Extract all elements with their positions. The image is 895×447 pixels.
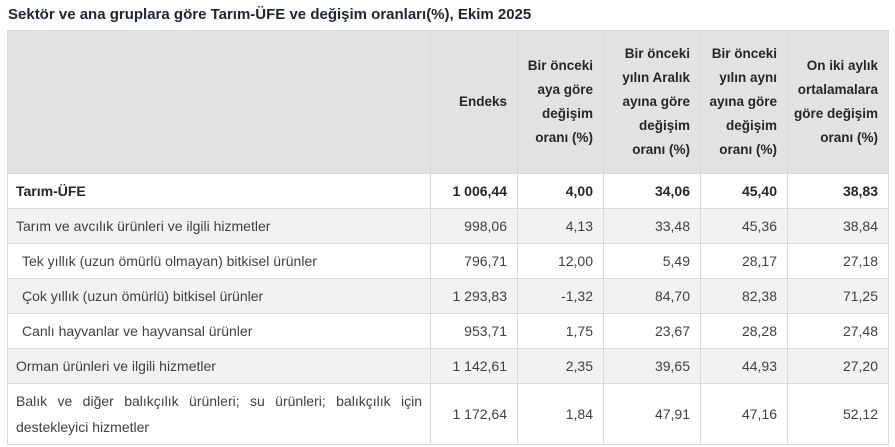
- row-label: Tarım ve avcılık ürünleri ve ilgili hizm…: [7, 208, 431, 244]
- row-label: Tek yıllık (uzun ömürlü olmayan) bitkise…: [7, 243, 431, 279]
- cell-value: 4,00: [517, 173, 604, 209]
- cell-value: 1,84: [517, 383, 604, 445]
- cell-value: 1 006,44: [430, 173, 518, 209]
- cell-value: 28,28: [700, 313, 788, 349]
- cell-value: 52,12: [787, 383, 889, 445]
- table-row: Canlı hayvanlar ve hayvansal ürünler 953,…: [7, 313, 889, 349]
- table-row: Çok yıllık (uzun ömürlü) bitkisel ürünle…: [7, 278, 889, 314]
- cell-value: 1 142,61: [430, 348, 518, 384]
- table-row: Tek yıllık (uzun ömürlü olmayan) bitkise…: [7, 243, 889, 279]
- row-label: Balık ve diğer balıkçılık ürünleri; su ü…: [7, 383, 431, 445]
- column-header-yearly-change: Bir önceki yılın aynı ayına göre değişim…: [700, 30, 788, 174]
- table-header: Endeks Bir önceki aya göre değişim oranı…: [7, 30, 889, 174]
- cell-value: 5,49: [603, 243, 701, 279]
- table-row: Balık ve diğer balıkçılık ürünleri; su ü…: [7, 383, 889, 445]
- cell-value: 44,93: [700, 348, 788, 384]
- cell-value: 27,18: [787, 243, 889, 279]
- cell-value: 1,75: [517, 313, 604, 349]
- column-header-empty: [7, 30, 431, 174]
- row-label: Canlı hayvanlar ve hayvansal ürünler: [7, 313, 431, 349]
- column-header-since-december-change: Bir önceki yılın Aralık ayına göre değiş…: [603, 30, 701, 174]
- table-row: Orman ürünleri ve ilgili hizmetler 1 142,…: [7, 348, 889, 384]
- cell-value: 953,71: [430, 313, 518, 349]
- cell-value: 38,84: [787, 208, 889, 244]
- cell-value: 23,67: [603, 313, 701, 349]
- cell-value: 45,36: [700, 208, 788, 244]
- cell-value: 1 172,64: [430, 383, 518, 445]
- column-header-endeks: Endeks: [430, 30, 518, 174]
- column-header-12month-avg-change: On iki aylık ortalamalara göre değişim o…: [787, 30, 889, 174]
- cell-value: 1 293,83: [430, 278, 518, 314]
- cell-value: 38,83: [787, 173, 889, 209]
- row-label: Çok yıllık (uzun ömürlü) bitkisel ürünle…: [7, 278, 431, 314]
- cell-value: 998,06: [430, 208, 518, 244]
- cell-value: 796,71: [430, 243, 518, 279]
- cell-value: 47,91: [603, 383, 701, 445]
- cell-value: 33,48: [603, 208, 701, 244]
- table-body: Tarım-ÜFE 1 006,44 4,00 34,06 45,40 38,83 Tarı…: [7, 173, 889, 445]
- cell-value: -1,32: [517, 278, 604, 314]
- cell-value: 2,35: [517, 348, 604, 384]
- cell-value: 47,16: [700, 383, 788, 445]
- cell-value: 27,20: [787, 348, 889, 384]
- tarim-ufe-table: Endeks Bir önceki aya göre değişim oranı…: [7, 30, 889, 445]
- cell-value: 45,40: [700, 173, 788, 209]
- cell-value: 12,00: [517, 243, 604, 279]
- cell-value: 28,17: [700, 243, 788, 279]
- page-title: Sektör ve ana gruplara göre Tarım-ÜFE ve…: [8, 6, 532, 23]
- cell-value: 84,70: [603, 278, 701, 314]
- cell-value: 4,13: [517, 208, 604, 244]
- cell-value: 71,25: [787, 278, 889, 314]
- header-row: Endeks Bir önceki aya göre değişim oranı…: [7, 30, 889, 174]
- table-row: Tarım ve avcılık ürünleri ve ilgili hizm…: [7, 208, 889, 244]
- table-row: Tarım-ÜFE 1 006,44 4,00 34,06 45,40 38,83: [7, 173, 889, 209]
- cell-value: 39,65: [603, 348, 701, 384]
- row-label: Tarım-ÜFE: [7, 173, 431, 209]
- cell-value: 34,06: [603, 173, 701, 209]
- row-label: Orman ürünleri ve ilgili hizmetler: [7, 348, 431, 384]
- cell-value: 82,38: [700, 278, 788, 314]
- cell-value: 27,48: [787, 313, 889, 349]
- column-header-monthly-change: Bir önceki aya göre değişim oranı (%): [517, 30, 604, 174]
